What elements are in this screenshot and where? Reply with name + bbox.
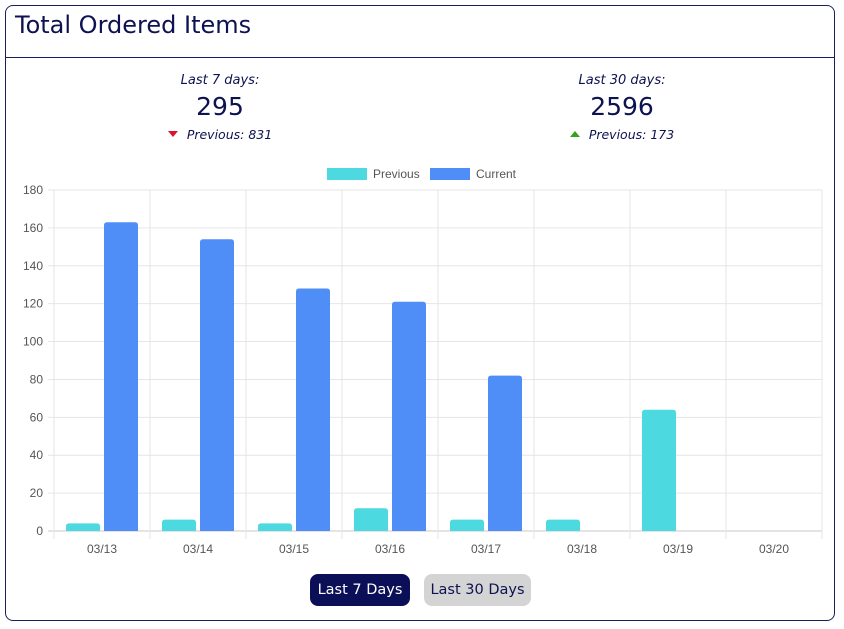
bar-previous	[450, 519, 484, 531]
bar-previous	[354, 508, 388, 531]
triangle-up-icon	[569, 130, 580, 137]
x-tick-label: 03/20	[759, 542, 789, 556]
stat-label: Last 30 days:	[578, 73, 666, 88]
y-tick-label: 20	[30, 486, 44, 500]
stat-last-30-days: Last 30 days: 2596 Previous: 173	[492, 73, 752, 142]
triangle-down-icon	[167, 130, 178, 137]
x-tick-label: 03/13	[87, 542, 117, 556]
x-tick-label: 03/17	[471, 542, 501, 556]
bar-previous	[66, 523, 100, 531]
x-tick-label: 03/15	[279, 542, 309, 556]
y-tick-label: 100	[23, 335, 43, 349]
stat-label: Last 7 days:	[180, 73, 260, 88]
bar-current	[392, 301, 426, 531]
card-header	[6, 6, 834, 58]
y-tick-label: 0	[36, 524, 43, 538]
y-tick-label: 160	[23, 221, 43, 235]
page-title: Total Ordered Items	[15, 11, 252, 39]
bar-current	[296, 288, 330, 531]
bar-previous	[642, 409, 676, 531]
bar-current	[104, 222, 138, 531]
stat-last-7-days: Last 7 days: 295 Previous: 831	[90, 73, 350, 142]
bar-current	[488, 375, 522, 531]
last-30-days-button[interactable]: Last 30 Days	[424, 574, 531, 606]
bar-previous	[258, 523, 292, 531]
legend-label: Current	[476, 167, 517, 181]
bar-current	[200, 239, 234, 531]
stat-previous-text: Previous: 173	[588, 127, 675, 142]
x-tick-label: 03/14	[183, 542, 213, 556]
bar-previous	[162, 519, 196, 531]
y-tick-label: 80	[30, 372, 44, 386]
stat-previous-text: Previous: 831	[186, 127, 273, 142]
legend-swatch-current	[430, 168, 470, 180]
stat-previous: Previous: 831	[90, 127, 350, 142]
x-tick-label: 03/19	[663, 542, 693, 556]
stat-previous: Previous: 173	[492, 127, 752, 142]
bar-previous	[546, 519, 580, 531]
last-7-days-button[interactable]: Last 7 Days	[310, 574, 410, 606]
x-tick-label: 03/18	[567, 542, 597, 556]
stat-value: 295	[196, 92, 244, 121]
y-tick-label: 140	[23, 259, 43, 273]
stat-value: 2596	[590, 92, 654, 121]
x-tick-label: 03/16	[375, 542, 405, 556]
legend-swatch-previous	[327, 168, 367, 180]
legend-label: Previous	[373, 167, 420, 181]
y-tick-label: 40	[30, 448, 44, 462]
y-tick-label: 180	[23, 183, 43, 197]
y-tick-label: 120	[23, 297, 43, 311]
y-tick-label: 60	[30, 410, 44, 424]
